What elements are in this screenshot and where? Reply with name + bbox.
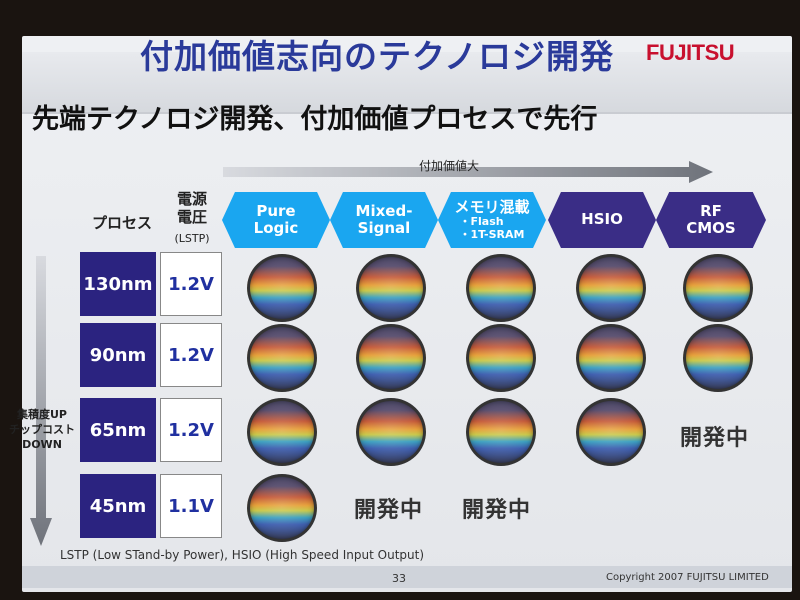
column-label: Mixed- Signal xyxy=(355,201,413,237)
column-pure-logic: Pure Logic xyxy=(222,192,330,248)
voltage-130nm: 1.2V xyxy=(160,252,222,316)
fujitsu-logo: FUJITSU xyxy=(646,40,735,65)
wafer-icon xyxy=(356,324,426,392)
column-label: RF CMOS xyxy=(686,201,736,237)
scaling-arrow xyxy=(30,256,52,546)
process-45nm: 45nm xyxy=(80,474,156,538)
subtitle: 先端テクノロジ開発、付加価値プロセスで先行 xyxy=(32,104,598,135)
right-arrow-icon xyxy=(223,161,713,183)
copyright: Copyright 2007 FUJITSU LIMITED xyxy=(606,572,769,583)
page-number: 33 xyxy=(392,572,406,585)
title-band xyxy=(22,52,792,114)
wafer-icon xyxy=(466,254,536,322)
footnote: LSTP (Low STand-by Power), HSIO (High Sp… xyxy=(60,548,425,562)
page-title: 付加価値志向のテクノロジ開発 xyxy=(140,37,615,76)
wafer-icon xyxy=(466,398,536,466)
voltage-45nm: 1.1V xyxy=(160,474,222,538)
column-hsio: HSIO xyxy=(548,192,656,248)
column-rf-cmos: RF CMOS xyxy=(656,192,766,248)
down-arrow-icon xyxy=(30,256,52,546)
process-130nm: 130nm xyxy=(80,252,156,316)
scaling-label: 集積度UP チップコスト DOWN xyxy=(9,408,75,451)
wafer-icon xyxy=(466,324,536,392)
in-development-label: 開発中 xyxy=(462,498,532,523)
wafer-icon xyxy=(356,398,426,466)
column-label: HSIO xyxy=(581,210,623,229)
in-development-label: 開発中 xyxy=(680,426,750,451)
column-sublabel: ・Flash ・1T-SRAM xyxy=(459,214,525,241)
voltage-note: (LSTP) xyxy=(174,232,210,245)
wafer-icon xyxy=(576,324,646,392)
column-label: Pure Logic xyxy=(253,201,299,237)
process-65nm: 65nm xyxy=(80,398,156,462)
wafer-icon xyxy=(247,398,317,466)
value-add-arrow: 付加価値大 xyxy=(223,159,713,183)
wafer-icon xyxy=(683,254,753,322)
voltage-header: 電源 電圧 xyxy=(176,190,207,226)
voltage-90nm: 1.2V xyxy=(160,323,222,387)
wafer-icon xyxy=(576,254,646,322)
in-development-label: 開発中 xyxy=(354,498,424,523)
process-90nm: 90nm xyxy=(80,323,156,387)
column-label: メモリ混載 xyxy=(454,197,530,216)
wafer-icon xyxy=(247,324,317,392)
process-header: プロセス xyxy=(91,214,152,232)
column-embedded-memory: メモリ混載 ・Flash ・1T-SRAM xyxy=(438,192,546,248)
value-add-label: 付加価値大 xyxy=(419,159,480,173)
wafer-icon xyxy=(683,324,753,392)
footer-bar xyxy=(22,566,792,588)
voltage-65nm: 1.2V xyxy=(160,398,222,462)
wafer-icon xyxy=(247,474,317,542)
wafer-icon xyxy=(247,254,317,322)
column-mixed-signal: Mixed- Signal xyxy=(330,192,438,248)
wafer-icon xyxy=(576,398,646,466)
wafer-icon xyxy=(356,254,426,322)
